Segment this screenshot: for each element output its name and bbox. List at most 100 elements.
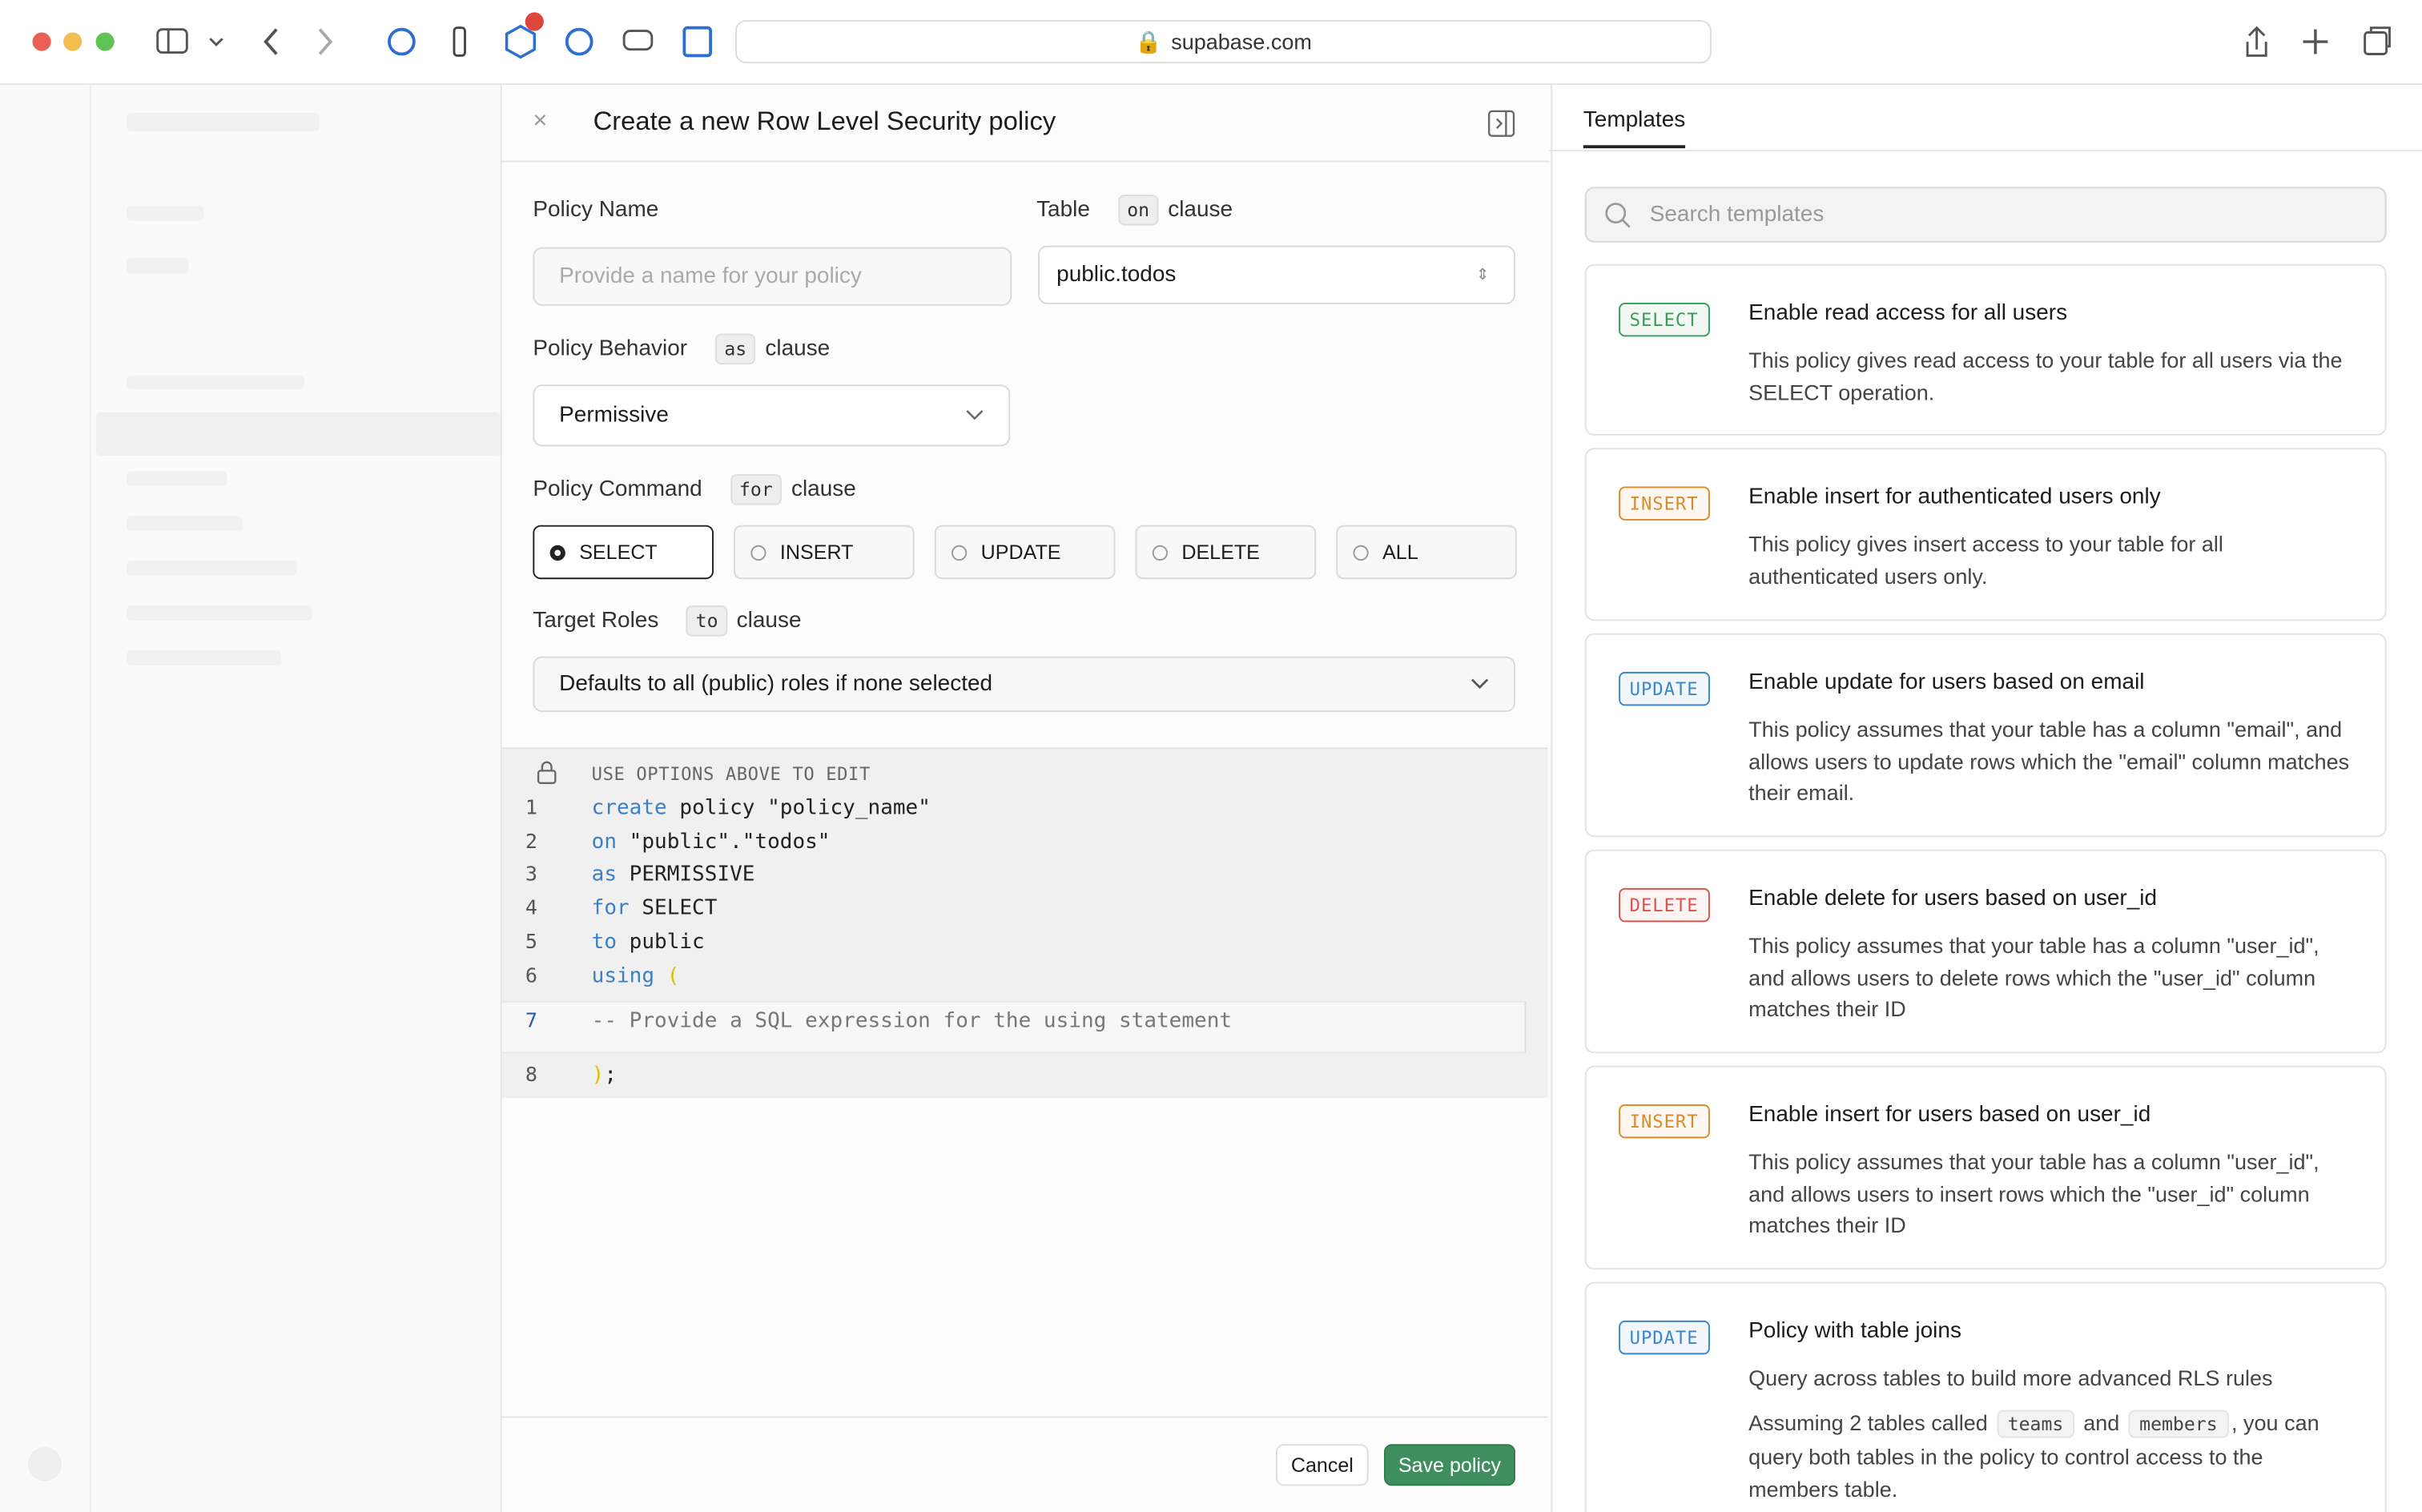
option-label: ALL — [1382, 540, 1418, 564]
roles-select[interactable]: Defaults to all (public) roles if none s… — [533, 656, 1515, 713]
text: This policy gives read access to your ta… — [1748, 347, 2343, 404]
method-badge: DELETE — [1619, 887, 1710, 923]
code-token: for — [591, 895, 630, 921]
text: , you can query both tables in the polic… — [1748, 1409, 2319, 1501]
clause-text: clause — [765, 336, 831, 362]
code-token: policy "policy_name" — [666, 795, 931, 821]
code-line: using ( — [592, 963, 680, 988]
select-value: Permissive — [559, 403, 669, 428]
command-option[interactable]: ALL — [1336, 525, 1517, 580]
field-label-row: Policy Command for clause — [533, 474, 856, 505]
close-button[interactable]: × — [533, 107, 548, 135]
text: This policy assumes that your table has … — [1748, 932, 2319, 1022]
browser-toolbar: 🔒 supabase.com — [0, 0, 2422, 86]
radio-dot — [750, 544, 766, 561]
radio-dot — [549, 544, 565, 561]
text: This policy assumes that your table has … — [1748, 1148, 2319, 1238]
command-option[interactable]: SELECT — [533, 525, 714, 580]
code-line: on "public"."todos" — [592, 830, 831, 855]
code-token: create — [591, 795, 667, 821]
template-card[interactable]: SELECT Enable read access for all users Th… — [1584, 263, 2387, 436]
template-card[interactable]: UPDATE Policy with table joins Query acros… — [1584, 1281, 2387, 1512]
policy-name-input[interactable]: Provide a name for your policy — [533, 247, 1012, 306]
address-bar[interactable]: 🔒 supabase.com — [734, 20, 1712, 64]
code-token: ) — [591, 1062, 605, 1088]
clause-text: clause — [1168, 197, 1233, 223]
inline-code: teams — [1997, 1409, 2074, 1438]
lock-icon — [537, 761, 557, 784]
field-label-row: Table on clause — [1036, 194, 1233, 226]
code-token: ; — [604, 1062, 618, 1088]
template-card[interactable]: DELETE Enable delete for users based on u… — [1584, 849, 2387, 1054]
code-token: SELECT — [629, 895, 718, 921]
method-badge: UPDATE — [1619, 1321, 1710, 1355]
field-label: Target Roles — [533, 608, 659, 633]
template-title: Enable update for users based on email — [1748, 670, 2145, 695]
line-number: 3 — [525, 863, 537, 887]
clause-chip: to — [686, 605, 728, 637]
code-line: -- Provide a SQL expression for the usin… — [592, 1008, 1232, 1033]
code-token: PERMISSIVE — [617, 862, 755, 887]
field-label: Policy Command — [533, 477, 702, 502]
clause-chip: as — [714, 333, 756, 365]
command-option[interactable]: UPDATE — [934, 525, 1116, 580]
template-card[interactable]: INSERT Enable insert for users based on u… — [1584, 1065, 2387, 1270]
code-line: as PERMISSIVE — [592, 862, 755, 887]
table-select[interactable]: public.todos ⇕ — [1037, 245, 1515, 304]
code-token: on — [591, 829, 618, 855]
field-label: Table — [1036, 197, 1090, 223]
line-number: 4 — [525, 897, 537, 921]
toolbar-icons — [32, 12, 713, 59]
template-subtitle: Query across tables to build more advanc… — [1748, 1365, 2273, 1390]
placeholder: Provide a name for your policy — [559, 263, 862, 289]
option-label: DELETE — [1181, 540, 1260, 564]
behavior-select[interactable]: Permissive — [533, 384, 1011, 447]
clause-chip: for — [730, 474, 783, 505]
template-card[interactable]: UPDATE Enable update for users based on e… — [1584, 633, 2387, 838]
panel-footer — [501, 1416, 1548, 1512]
line-number: 7 — [525, 1010, 537, 1034]
save-button[interactable]: Save policy — [1383, 1444, 1515, 1486]
template-title: Enable delete for users based on user_id — [1748, 886, 2158, 911]
url: supabase.com — [1171, 29, 1312, 54]
radio-dot — [1353, 544, 1369, 561]
code-line: create policy "policy_name" — [592, 795, 931, 820]
text: This policy assumes that your table has … — [1748, 716, 2350, 806]
clause-text: clause — [791, 477, 856, 502]
background-sidebar — [0, 85, 501, 1512]
field-label: Policy Name — [533, 197, 659, 223]
option-label: UPDATE — [980, 540, 1061, 564]
command-option[interactable]: INSERT — [734, 525, 915, 580]
method-badge: SELECT — [1619, 302, 1710, 337]
line-number: 8 — [525, 1064, 537, 1088]
radio-dot — [951, 544, 968, 561]
code-token: -- Provide a SQL expression for the usin… — [591, 1008, 1233, 1034]
editable-line[interactable] — [501, 1000, 1527, 1054]
radio-dot — [1152, 544, 1168, 561]
option-label: INSERT — [779, 540, 854, 564]
field-label-row: Target Roles to clause — [533, 605, 802, 637]
template-card[interactable]: INSERT Enable insert for authenticated us… — [1584, 448, 2387, 621]
inline-code: members — [2128, 1409, 2229, 1438]
option-label: SELECT — [579, 540, 658, 564]
collapse-button[interactable] — [1487, 110, 1515, 138]
line-number: 5 — [525, 931, 537, 955]
templates-tab[interactable]: Templates — [1583, 108, 1686, 149]
template-search[interactable]: Search templates — [1584, 187, 2387, 243]
template-title: Enable read access for all users — [1748, 301, 2068, 326]
toolbar-actions — [2246, 26, 2391, 57]
text: This policy gives insert access to your … — [1748, 532, 2223, 589]
code-token: to — [591, 929, 618, 955]
cancel-button[interactable]: Cancel — [1275, 1444, 1369, 1486]
select-value: Defaults to all (public) roles if none s… — [559, 671, 993, 697]
field-label-row: Policy Behavior as clause — [533, 333, 831, 365]
clause-text: clause — [736, 608, 802, 633]
command-option[interactable]: DELETE — [1135, 525, 1317, 580]
code-token: "public"."todos" — [617, 829, 831, 855]
template-title: Enable insert for users based on user_id — [1748, 1102, 2151, 1128]
code-token: as — [591, 862, 618, 887]
placeholder: Search templates — [1649, 202, 1825, 227]
text: and — [2077, 1409, 2126, 1435]
